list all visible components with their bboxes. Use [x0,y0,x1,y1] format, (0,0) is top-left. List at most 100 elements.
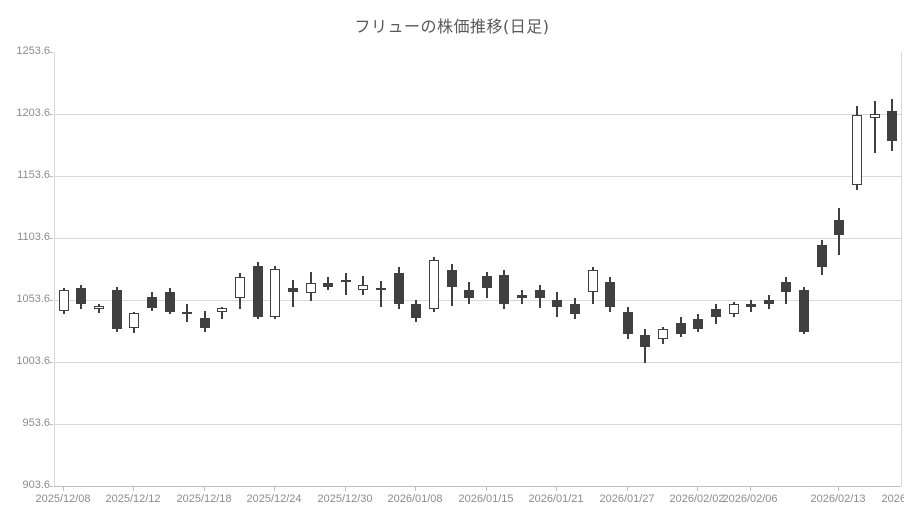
y-axis-tick-mark [48,114,53,115]
candle-body-down [76,288,87,305]
x-axis-tick-label: 2026/02/06 [722,493,778,505]
x-axis-tick-mark [345,486,346,491]
x-axis-tick-label: 2025/12/12 [105,493,161,505]
x-axis-tick-mark [838,486,839,491]
candle-body-up [305,283,316,294]
candle-body-down [816,244,827,268]
candle-body-up [58,289,69,311]
x-axis-tick-label: 2026/01/21 [528,493,584,505]
candle-body-down [287,288,298,293]
candle-body-up [658,329,669,340]
candle-body-down [481,275,492,289]
candle-body-up [587,269,598,293]
x-axis-tick-mark [486,486,487,491]
gridline [55,424,901,425]
candle-body-down [446,269,457,288]
candle-wick [344,273,347,295]
x-axis-tick-mark [415,486,416,491]
y-axis-tick-label: 1103.6 [17,231,50,243]
candle-body-up [270,268,281,317]
candle-wick [221,306,224,320]
candle-body-down [640,335,651,347]
candle-wick [291,279,294,307]
x-axis-tick-label: 2026/02/13 [810,493,866,505]
candle-body-down [411,304,422,319]
candle-body-down [534,289,545,299]
candle-body-up [217,308,228,312]
y-axis-tick-mark [48,300,53,301]
gridline [55,362,901,363]
candle-body-down [340,279,351,283]
gridline [55,238,901,239]
x-axis-tick-mark [274,486,275,491]
x-axis-tick-label: 2026/01/08 [387,493,443,505]
candle-body-down [464,289,475,299]
y-axis-tick-label: 1253.6 [16,45,50,57]
candle-wick [327,277,330,290]
candle-body-down [517,294,528,299]
y-axis-tick-label: 953.6 [22,417,50,429]
x-axis-tick-mark [556,486,557,491]
x-axis-tick-label: 2026/02/19 [881,493,904,505]
candle-body-down [199,318,210,328]
candle-body-up [728,304,739,315]
y-axis-tick-mark [48,424,53,425]
x-axis-tick-label: 2025/12/18 [176,493,232,505]
candle-body-down [605,282,616,307]
candle-body-up [182,311,193,314]
candle-body-down [111,289,122,330]
candle-body-down [746,304,757,307]
candle-body-down [693,319,704,330]
gridline [55,176,901,177]
candle-body-down [834,220,845,236]
chart-title: フリューの株価推移(日足) [354,17,550,36]
candle-wick [873,101,876,154]
candle-body-down [763,299,774,305]
y-axis-tick-label: 1003.6 [16,355,50,367]
candle-body-down [675,323,686,335]
x-axis-tick-label: 2026/02/02 [669,493,725,505]
y-axis-tick-mark [48,486,53,487]
candle-body-down [799,289,810,332]
x-axis-tick-label: 2025/12/08 [35,493,91,505]
candle-body-up [129,313,140,329]
candle-body-down [887,111,898,141]
candle-body-up [869,113,880,119]
candle-body-down [252,266,263,317]
y-axis-tick-label: 903.6 [22,479,50,491]
candle-body-down [569,304,580,315]
x-axis-line [54,486,901,487]
x-axis-tick-label: 2026/01/15 [458,493,514,505]
x-axis-tick-mark [63,486,64,491]
x-axis-tick-label: 2025/12/30 [317,493,373,505]
y-axis-tick-mark [48,238,53,239]
x-axis-tick-mark [627,486,628,491]
candle-body-up [851,114,862,186]
x-axis-tick-label: 2026/01/27 [599,493,655,505]
y-axis-tick-mark [48,52,53,53]
gridline [55,300,901,301]
candle-wick [380,280,383,307]
x-axis-tick-mark [697,486,698,491]
y-axis: 1253.6 1203.6 1153.6 1103.6 1053.6 1003.6 953.… [0,0,53,516]
candle-body-down [710,309,721,317]
y-axis-tick-mark [48,176,53,177]
y-axis-tick-label: 1203.6 [16,107,50,119]
plot-area [54,52,902,487]
candle-body-down [781,282,792,293]
gridline [55,114,901,115]
candle-body-up [376,288,387,291]
y-axis-tick-label: 1053.6 [16,293,50,305]
candle-body-up [94,305,105,310]
candle-body-up [428,259,439,310]
candle-body-down [622,311,633,335]
y-axis-tick-mark [48,362,53,363]
candle-body-up [235,277,246,299]
x-axis-tick-mark [133,486,134,491]
y-axis-tick-label: 1153.6 [17,169,50,181]
x-axis-tick-label: 2025/12/24 [246,493,302,505]
candle-body-down [499,274,510,305]
candle-body-down [323,283,334,288]
candle-body-down [164,292,175,312]
